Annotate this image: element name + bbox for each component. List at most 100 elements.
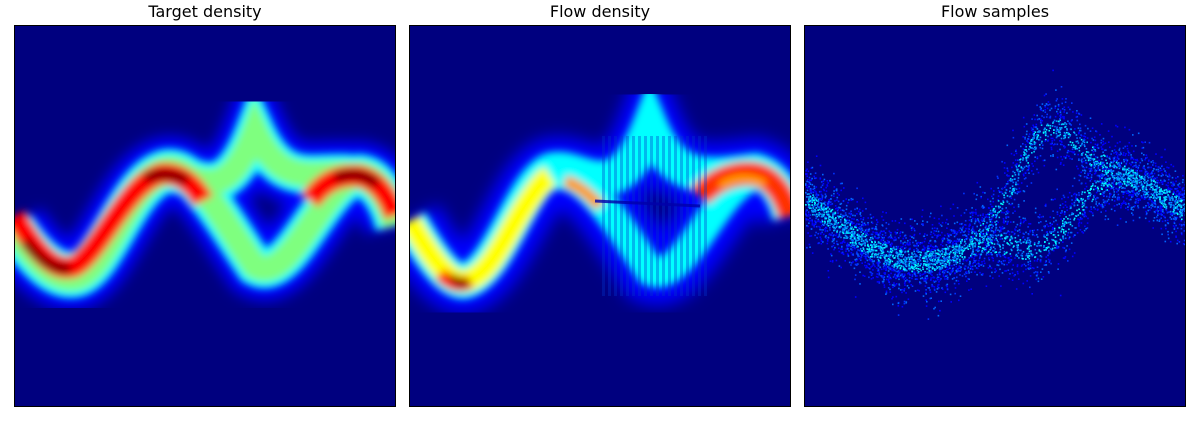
sample-point xyxy=(909,261,912,263)
sample-point xyxy=(1149,175,1151,178)
sample-point xyxy=(955,245,957,248)
sample-point xyxy=(996,212,999,214)
sample-point xyxy=(900,242,902,244)
sample-point xyxy=(880,236,883,238)
sample-point xyxy=(1047,258,1050,261)
sample-point xyxy=(1156,185,1158,188)
sample-point xyxy=(923,255,925,257)
sample-point xyxy=(1137,166,1140,169)
sample-point xyxy=(1154,211,1156,214)
sample-point xyxy=(1103,174,1105,176)
sample-point xyxy=(1086,227,1089,229)
sample-point xyxy=(902,254,904,256)
sample-point xyxy=(948,264,951,266)
sample-point xyxy=(1153,172,1156,175)
sample-point xyxy=(819,198,821,201)
sample-point xyxy=(1078,179,1081,182)
sample-point xyxy=(1020,249,1022,252)
sample-point xyxy=(805,212,807,214)
sample-point xyxy=(981,251,984,253)
sample-point xyxy=(943,272,946,274)
sample-point xyxy=(1161,164,1163,167)
sample-point xyxy=(1108,183,1110,186)
sample-point xyxy=(1005,235,1007,238)
sample-point xyxy=(1124,126,1126,129)
sample-point xyxy=(907,263,910,266)
sample-point xyxy=(888,281,890,283)
sample-point xyxy=(1123,165,1126,168)
sample-point xyxy=(941,288,944,290)
sample-point xyxy=(1020,242,1022,245)
sample-point xyxy=(946,258,949,261)
sample-point xyxy=(904,281,906,283)
sample-point xyxy=(1160,227,1163,230)
sample-point xyxy=(985,225,988,227)
sample-point xyxy=(1078,194,1080,196)
sample-point xyxy=(1049,127,1052,129)
sample-point xyxy=(896,260,899,263)
sample-point xyxy=(1040,119,1042,121)
sample-point xyxy=(1154,206,1156,208)
sample-point xyxy=(1101,173,1103,176)
sample-point xyxy=(1182,198,1185,201)
sample-point xyxy=(1002,200,1004,202)
sample-point xyxy=(883,268,885,270)
sample-point xyxy=(940,225,943,227)
sample-point xyxy=(805,191,807,194)
sample-point xyxy=(865,231,868,233)
sample-point xyxy=(870,278,873,280)
sample-point xyxy=(831,234,834,237)
sample-point xyxy=(844,224,846,227)
sample-point xyxy=(975,267,978,269)
sample-point xyxy=(1001,203,1004,206)
sample-point xyxy=(1069,221,1072,223)
sample-point xyxy=(896,252,898,254)
sample-point xyxy=(948,261,951,264)
sample-point xyxy=(1037,171,1040,174)
sample-point xyxy=(887,223,890,226)
sample-point xyxy=(1026,239,1029,241)
sample-point xyxy=(820,240,823,242)
sample-point xyxy=(970,254,972,257)
sample-point xyxy=(811,204,813,206)
sample-point xyxy=(870,255,872,258)
sample-point xyxy=(908,256,910,259)
sample-point xyxy=(1030,138,1033,141)
sample-point xyxy=(806,180,808,183)
sample-point xyxy=(999,238,1002,240)
sample-point xyxy=(1094,139,1097,142)
sample-point xyxy=(1048,272,1050,274)
sample-point xyxy=(1146,191,1148,194)
sample-point xyxy=(1094,149,1096,151)
sample-point xyxy=(1006,144,1009,147)
sample-point xyxy=(1153,199,1156,202)
sample-point xyxy=(1162,210,1164,213)
sample-point xyxy=(1177,176,1179,178)
sample-point xyxy=(1009,238,1011,241)
sample-point xyxy=(820,233,822,235)
sample-point xyxy=(1067,136,1070,139)
sample-point xyxy=(1087,197,1090,199)
sample-point xyxy=(946,237,949,240)
sample-point xyxy=(1077,142,1080,144)
sample-point xyxy=(917,265,919,267)
sample-point xyxy=(1130,154,1132,156)
sample-point xyxy=(809,190,812,193)
sample-point xyxy=(1163,199,1165,202)
sample-point xyxy=(975,259,978,262)
sample-point xyxy=(946,276,949,279)
sample-point xyxy=(1073,146,1076,149)
sample-point xyxy=(904,247,906,250)
sample-point xyxy=(1136,180,1138,182)
sample-point xyxy=(808,181,811,184)
sample-point xyxy=(1036,156,1039,158)
sample-point xyxy=(1127,206,1129,208)
sample-point xyxy=(826,180,829,182)
sample-point xyxy=(1012,212,1014,214)
sample-point xyxy=(825,226,827,229)
sample-point xyxy=(1043,159,1046,162)
sample-point xyxy=(1166,166,1168,169)
sample-point xyxy=(903,300,906,303)
sample-point xyxy=(959,223,961,225)
sample-point xyxy=(1164,170,1166,172)
